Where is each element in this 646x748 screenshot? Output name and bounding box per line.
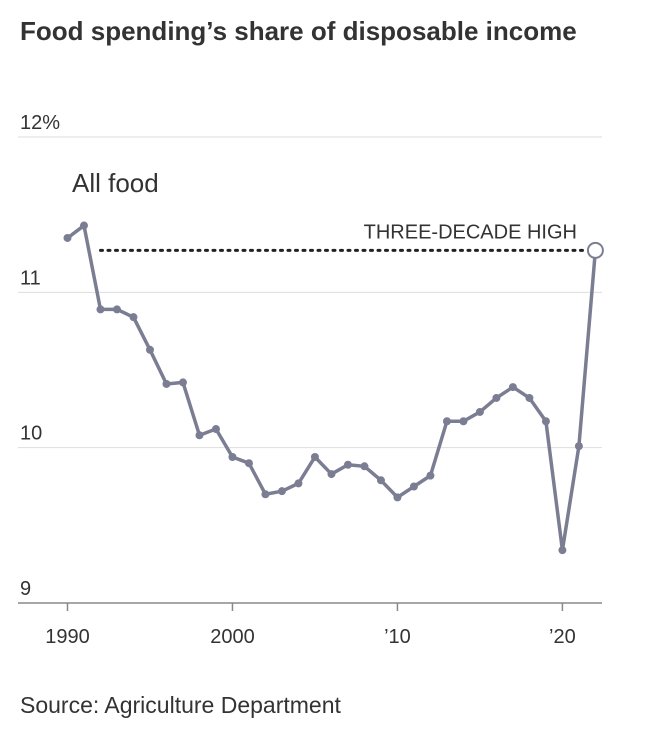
data-point xyxy=(145,345,154,354)
y-tick-label: 12% xyxy=(20,112,60,134)
data-point xyxy=(129,313,138,322)
data-point xyxy=(442,417,451,426)
data-point xyxy=(96,305,105,314)
y-tick-label: 11 xyxy=(20,267,41,289)
data-point xyxy=(112,305,121,314)
data-point xyxy=(228,452,237,461)
data-point xyxy=(195,431,204,440)
data-point xyxy=(294,479,303,488)
data-point xyxy=(343,460,352,469)
data-point xyxy=(327,470,336,479)
data-point xyxy=(211,425,220,434)
data-point xyxy=(492,393,501,402)
data-point xyxy=(244,459,253,468)
data-point xyxy=(162,379,171,388)
data-point xyxy=(426,471,435,480)
y-tick-label: 9 xyxy=(20,578,31,600)
data-point xyxy=(360,462,369,471)
data-point xyxy=(277,487,286,496)
x-tick-label: 1990 xyxy=(45,626,90,648)
data-point xyxy=(63,233,72,242)
source: Source: Agriculture Department xyxy=(20,692,341,718)
x-tick-label: ’20 xyxy=(549,626,576,648)
x-tick-label: 2000 xyxy=(210,626,255,648)
series-label: All food xyxy=(72,168,159,198)
data-point xyxy=(376,476,385,485)
data-point xyxy=(475,407,484,416)
data-point xyxy=(574,442,583,451)
data-point xyxy=(525,393,534,402)
data-point xyxy=(79,221,88,230)
y-tick-label: 10 xyxy=(20,423,42,445)
data-point xyxy=(409,482,418,491)
data-point xyxy=(558,546,567,555)
x-tick-label: ’10 xyxy=(384,626,411,648)
data-point xyxy=(261,490,270,499)
data-point xyxy=(310,452,319,461)
data-point xyxy=(459,417,468,426)
annotation: THREE-DECADE HIGH xyxy=(364,221,577,243)
data-point xyxy=(393,493,402,502)
data-point xyxy=(178,378,187,387)
data-point xyxy=(508,383,517,392)
data-point xyxy=(541,417,550,426)
chart-title: Food spending’s share of disposable inco… xyxy=(20,16,577,46)
data-point xyxy=(586,241,604,259)
